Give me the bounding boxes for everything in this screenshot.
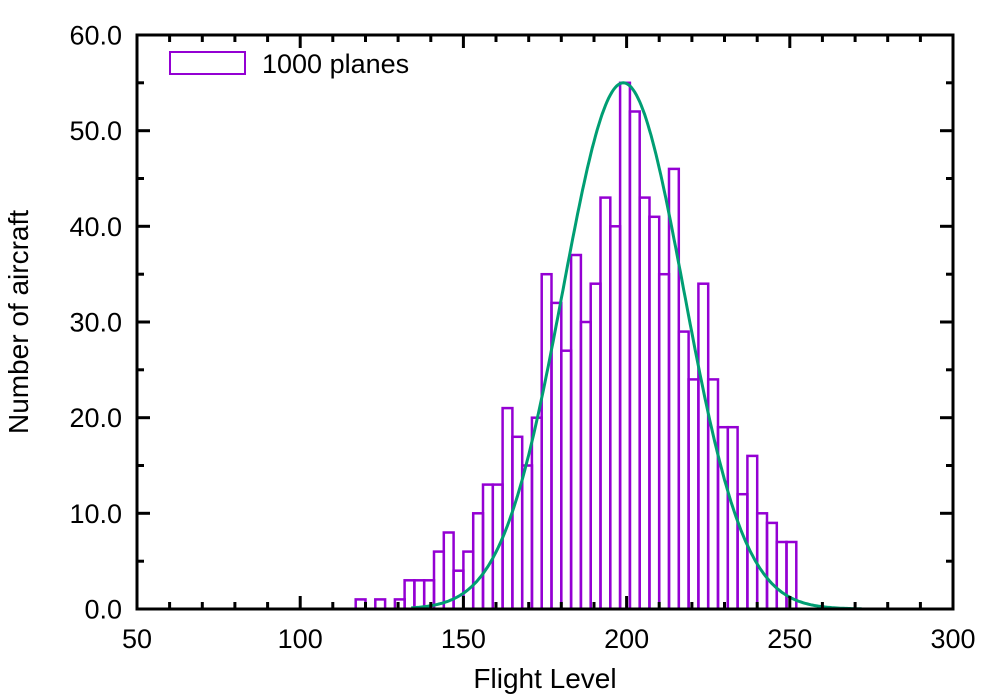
x-axis-title: Flight Level	[473, 663, 616, 694]
histogram-bar	[530, 416, 543, 611]
y-tick-label: 60.0	[69, 21, 122, 51]
histogram-bar	[589, 282, 602, 611]
histogram-bar	[746, 454, 759, 611]
histogram-bars-group	[354, 81, 798, 611]
y-tick-label: 10.0	[69, 499, 122, 529]
histogram-bar	[697, 282, 710, 611]
histogram-bar	[628, 110, 641, 611]
histogram-bar	[569, 253, 583, 611]
x-tick-label: 100	[278, 624, 323, 654]
legend-label: 1000 planes	[262, 49, 409, 79]
x-tick-label: 250	[767, 624, 812, 654]
histogram-bar	[540, 272, 553, 611]
histogram-bar	[775, 540, 788, 611]
x-tick-label: 200	[604, 624, 649, 654]
y-tick-label: 30.0	[69, 308, 122, 338]
histogram-bar	[471, 512, 485, 611]
gaussian-fit-curve	[411, 81, 862, 611]
histogram-bar	[765, 521, 779, 611]
histogram-bar	[648, 215, 661, 611]
legend-swatch-open-box	[169, 51, 246, 75]
histogram-bar	[716, 425, 730, 611]
histogram-bar	[618, 81, 632, 611]
y-tick-label: 40.0	[69, 212, 122, 242]
histogram-bar	[442, 531, 455, 611]
histogram-bar	[560, 349, 573, 611]
y-axis-title: Number of aircraft	[3, 210, 34, 434]
histogram-bar	[657, 272, 671, 611]
histogram-bar	[501, 406, 514, 611]
x-tick-label: 150	[441, 624, 486, 654]
histogram-bar	[520, 464, 534, 611]
legend: 1000 planes	[169, 49, 409, 79]
y-tick-label: 20.0	[69, 403, 122, 433]
histogram-bar	[413, 579, 426, 611]
x-tick-label: 50	[122, 624, 152, 654]
histogram-bar	[736, 492, 749, 611]
histogram-bar	[599, 196, 612, 611]
histogram-bar	[403, 579, 416, 611]
histogram-bar	[579, 320, 592, 611]
histogram-bar	[677, 330, 690, 611]
y-tick-label: 50.0	[69, 116, 122, 146]
tick-labels-group: 50 100 150 200 250 300 0.0 10.0 20.0 30.0 40.0 50.0…	[69, 21, 975, 655]
histogram-bar	[481, 483, 495, 611]
histogram-bar	[432, 550, 446, 611]
y-tick-label: 0.0	[84, 595, 122, 625]
x-tick-label: 300	[930, 624, 975, 654]
histogram-bar	[638, 196, 651, 611]
plot-border	[135, 33, 955, 611]
histogram-bar	[609, 225, 622, 611]
histogram-bar	[755, 512, 769, 611]
histogram-bar	[687, 378, 700, 611]
axis-ticks-group	[135, 33, 955, 611]
histogram-bar	[511, 435, 524, 611]
